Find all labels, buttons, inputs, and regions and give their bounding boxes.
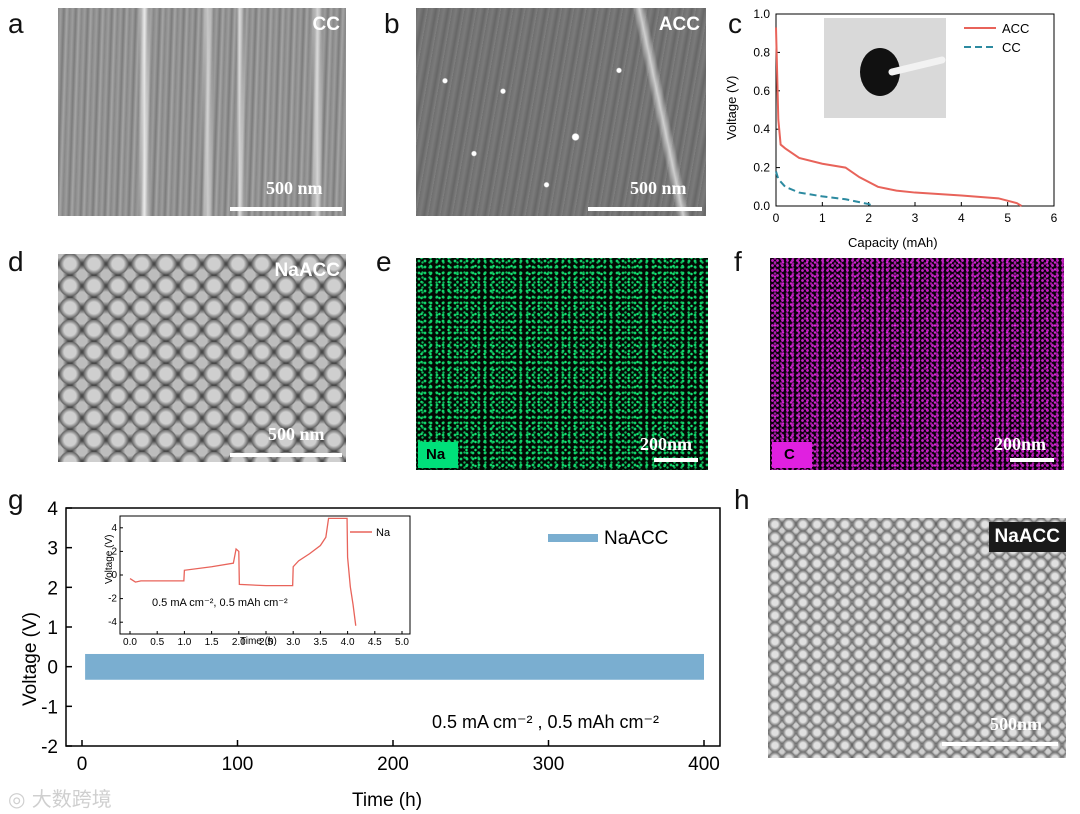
y-tick-label: -1 (41, 697, 58, 718)
legend-label-cc: CC (1002, 40, 1021, 55)
legend-swatch-naacc (548, 534, 598, 542)
series-band-naacc (85, 653, 705, 680)
x-tick-label: 3 (912, 211, 919, 225)
scale-bar-label: 500 nm (268, 424, 325, 444)
inset-x-tick-label: 0.0 (123, 637, 137, 648)
scale-bar-label: 200nm (640, 434, 693, 454)
panel-label-h: h (734, 484, 750, 515)
element-tag-c: C (772, 442, 812, 468)
eds-map-na: Na 200nm (416, 258, 708, 470)
y-tick-label: 0.4 (753, 122, 770, 136)
inset-y-tick-label: 4 (111, 523, 117, 534)
inset-x-tick-label: 2.5 (259, 637, 273, 648)
eds-map-c: C 200nm (770, 258, 1064, 470)
x-tick-label: 2 (865, 211, 872, 225)
y-axis-label: Voltage (V) (20, 612, 41, 706)
panel-label-e: e (376, 246, 392, 277)
inset-x-tick-label: 0.5 (150, 637, 164, 648)
x-tick-label: 0 (773, 211, 780, 225)
x-axis-label: Time (h) (352, 790, 422, 811)
inset-y-tick-label: 2 (111, 546, 117, 557)
acc-label: ACC (658, 14, 700, 35)
scale-bar (942, 742, 1058, 746)
inset-legend-label: Na (376, 527, 391, 539)
tweezers (888, 56, 946, 76)
inset-x-axis-label: Time (h) (240, 636, 277, 647)
scale-bar-label: 500nm (990, 714, 1043, 734)
x-tick-label: 0 (77, 754, 88, 775)
scale-bar (588, 207, 702, 211)
y-tick-label: 1.0 (753, 7, 770, 21)
inset-frame (119, 515, 411, 635)
inset-x-tick-label: 1.0 (177, 637, 191, 648)
y-tick-label: 0 (47, 658, 58, 679)
inset-x-tick-label: 3.0 (286, 637, 300, 648)
inset-x-tick-label: 1.5 (205, 637, 219, 648)
cc-label: CC (312, 14, 340, 35)
chart-g: 0 100 200 300 400 -2 -1 0 1 2 3 4 0.0 0.5 1.0 1.5 2.0 2.… (20, 499, 721, 811)
inset-annotation: 0.5 mA cm⁻², 0.5 mAh cm⁻² (152, 597, 288, 609)
naacc-label: NaACC (274, 260, 340, 281)
y-tick-label: 3 (47, 539, 58, 560)
x-tick-label: 200 (377, 754, 409, 775)
x-axis-label: Capacity (mAh) (848, 235, 938, 250)
sem-image-naacc: NaACC 500 nm (58, 254, 346, 462)
y-axis-label: Voltage (V) (724, 76, 739, 140)
inset-y-tick-label: 0 (111, 570, 117, 581)
electrode-disk (860, 48, 900, 96)
scale-bar-label: 200nm (994, 434, 1047, 454)
inset-x-tick-label: 4.0 (341, 637, 355, 648)
scale-bar (230, 453, 342, 457)
panel-label-b: b (384, 8, 400, 39)
y-tick-label: 0.2 (753, 161, 770, 175)
x-tick-label: 100 (222, 754, 254, 775)
watermark: ◎ 大数跨境 (8, 787, 112, 811)
y-tick-label: -2 (41, 737, 58, 758)
chart-c: 0 1 2 3 4 5 6 0.0 0.2 0.4 0.6 0.8 1.0 ACC CC Capacit… (724, 7, 1058, 250)
sem-image-acc: ACC 500 nm (416, 8, 706, 216)
sem-image-cc: CC 500 nm (58, 8, 346, 216)
legend-label-naacc: NaACC (604, 528, 668, 549)
series-line-acc (775, 27, 1023, 207)
legend-label-acc: ACC (1002, 21, 1029, 36)
y-tick-label: 1 (47, 618, 58, 639)
y-tick-label: 4 (47, 499, 58, 520)
inset-y-axis-label: Voltage (V) (104, 535, 115, 584)
x-tick-label: 400 (688, 754, 720, 775)
element-tag-na: Na (418, 442, 458, 468)
x-tick-label: 6 (1051, 211, 1058, 225)
scale-bar (230, 207, 342, 211)
x-tick-label: 1 (819, 211, 826, 225)
y-tick-label: 2 (47, 578, 58, 599)
y-tick-label: 0.6 (753, 84, 770, 98)
inset-x-tick-label: 2.0 (232, 637, 246, 648)
series-line-cc (775, 171, 874, 207)
inset-y-tick-label: -2 (108, 594, 117, 605)
sem-image-naacc-after: NaACC 500nm (768, 518, 1066, 758)
inset-y-tick-label: -4 (108, 617, 117, 628)
panel-label-g: g (8, 484, 24, 515)
scale-bar-label: 500 nm (630, 178, 687, 198)
y-tick-label: 0.0 (753, 199, 770, 213)
x-tick-label: 4 (958, 211, 965, 225)
inset-x-tick-label: 3.5 (313, 637, 327, 648)
scale-bar (1010, 458, 1054, 462)
inset-x-tick-label: 5.0 (395, 637, 409, 648)
panel-label-d: d (8, 246, 24, 277)
scale-bar-label: 500 nm (266, 178, 323, 198)
x-tick-label: 300 (533, 754, 565, 775)
scale-bar (654, 458, 698, 462)
inset-series-line-na (129, 517, 357, 626)
annotation-current: 0.5 mA cm⁻² , 0.5 mAh cm⁻² (432, 712, 659, 732)
y-tick-label: 0.8 (753, 45, 770, 59)
panel-label-c: c (728, 8, 742, 39)
panel-label-a: a (8, 8, 24, 39)
x-tick-label: 5 (1004, 211, 1011, 225)
naacc-label: NaACC (988, 522, 1066, 552)
panel-label-f: f (734, 246, 742, 277)
inset-x-tick-label: 4.5 (368, 637, 382, 648)
